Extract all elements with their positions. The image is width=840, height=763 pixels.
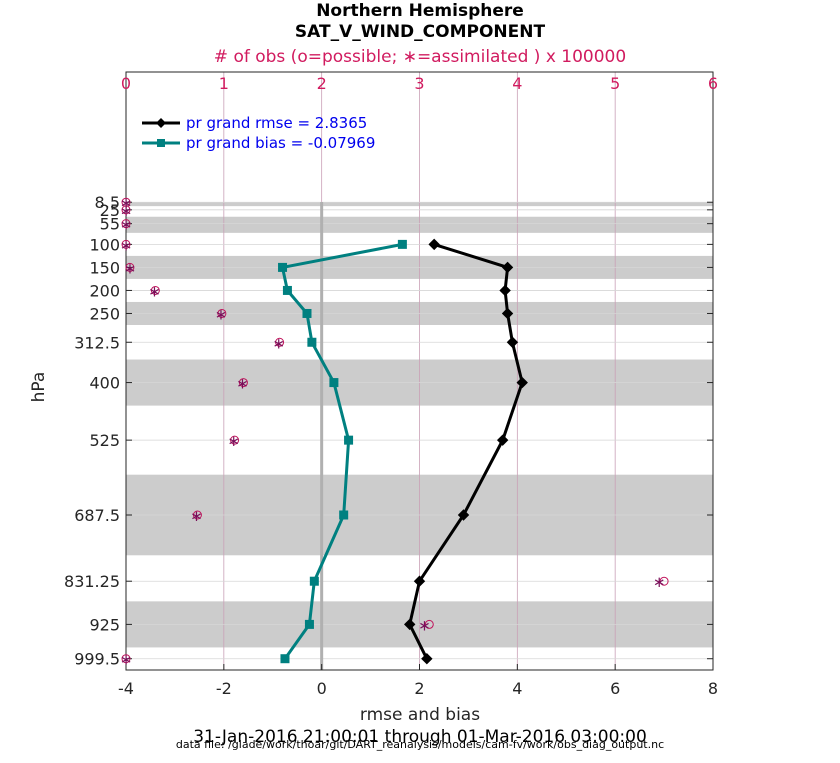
obs-possible-marker [230, 435, 240, 445]
top-x-tick-label: 5 [610, 74, 620, 93]
obs-assimilated-marker: ∗ [418, 616, 431, 634]
y-tick-label: 100 [89, 235, 120, 254]
top-x-tick-label: 1 [219, 74, 229, 93]
chart-title: Northern Hemisphere [316, 1, 524, 21]
series-point-1 [304, 619, 314, 629]
obs-assimilated-marker: ∗ [227, 432, 240, 450]
x-tick-label: -2 [216, 679, 232, 698]
series-point-0 [421, 653, 433, 665]
y-tick-label: 831.25 [64, 572, 120, 591]
series-point-1 [302, 308, 312, 318]
series-point-1 [307, 337, 317, 347]
obs-assimilated-marker: ∗ [124, 259, 137, 277]
series-point-1 [397, 239, 407, 249]
y-tick-label: 8.5 [95, 193, 120, 212]
chart-subtitle: SAT_V_WIND_COMPONENT [295, 22, 546, 42]
series-point-0 [499, 284, 511, 297]
series-point-1 [278, 262, 288, 272]
obs-possible-marker [121, 205, 131, 215]
obs-assimilated-marker: ∗ [120, 216, 133, 234]
obs-possible-marker [192, 510, 202, 520]
series-point-1 [280, 654, 290, 664]
series-point-0 [501, 261, 514, 274]
x-tick-label: 6 [610, 679, 620, 698]
obs-possible-marker [121, 219, 131, 229]
obs-possible-marker [238, 378, 248, 388]
series-point-0 [413, 575, 426, 587]
y-tick-label: 525 [89, 431, 120, 450]
legend-marker-rmse [156, 118, 166, 128]
obs-assimilated-marker: ∗ [272, 334, 285, 352]
series-point-1 [329, 378, 339, 388]
series-point-1 [282, 285, 292, 295]
obs-possible-marker [121, 654, 131, 664]
y-tick-label: 25 [100, 201, 120, 220]
y-tick-label: 250 [89, 304, 120, 323]
series-point-0 [506, 336, 519, 348]
series-point-0 [404, 618, 416, 631]
y-tick-label: 999.5 [74, 650, 120, 669]
obs-possible-marker [217, 308, 227, 318]
top-axis-label: # of obs (o=possible; ∗=assimilated ) x … [214, 47, 626, 67]
y-tick-label: 400 [89, 374, 120, 393]
obs-assimilated-marker: ∗ [653, 573, 666, 591]
obs-assimilated-marker: ∗ [148, 282, 161, 300]
obs-assimilated-marker: ∗ [236, 375, 249, 393]
legend-label-bias: pr grand bias = -0.07969 [186, 134, 375, 152]
top-x-tick-label: 0 [121, 74, 131, 93]
x-tick-label: 2 [414, 679, 424, 698]
top-x-tick-label: 4 [512, 74, 522, 93]
legend-label-rmse: pr grand rmse = 2.8365 [186, 114, 367, 132]
series-point-1 [309, 576, 319, 586]
series-point-0 [428, 238, 440, 251]
top-x-tick-label: 3 [414, 74, 424, 93]
series-point-0 [457, 509, 470, 521]
data-file-path: data file: /glade/work/thoar/git/DART_re… [176, 738, 664, 751]
obs-possible-marker [125, 262, 135, 272]
date-range: 31-Jan-2016 21:00:01 through 01-Mar-2016… [193, 727, 647, 747]
series-point-1 [344, 435, 354, 445]
obs-assimilated-marker: ∗ [120, 651, 133, 669]
x-tick-label: 4 [512, 679, 522, 698]
obs-possible-marker [424, 619, 434, 629]
obs-assimilated-marker: ∗ [120, 236, 133, 254]
x-axis-label: rmse and bias [360, 705, 480, 725]
obs-possible-marker [150, 285, 160, 295]
legend-marker-bias [157, 139, 165, 147]
top-x-tick-label: 6 [708, 74, 718, 93]
obs-assimilated-marker: ∗ [215, 305, 228, 323]
obs-assimilated-marker: ∗ [190, 507, 203, 525]
y-tick-label: 687.5 [74, 506, 120, 525]
y-tick-label: 312.5 [74, 333, 120, 352]
y-tick-label: 925 [89, 615, 120, 634]
obs-possible-marker [659, 576, 669, 586]
y-tick-label: 150 [89, 258, 120, 277]
series-point-0 [496, 434, 509, 446]
obs-possible-marker [121, 239, 131, 249]
obs-assimilated-marker: ∗ [120, 194, 133, 212]
series-point-1 [339, 510, 349, 520]
x-tick-label: -4 [118, 679, 134, 698]
x-tick-label: 8 [708, 679, 718, 698]
y-tick-label: 55 [100, 215, 120, 234]
obs-possible-marker [275, 337, 285, 347]
y-axis-label: hPa [29, 372, 49, 403]
x-tick-label: 0 [317, 679, 327, 698]
series-point-0 [516, 376, 528, 389]
series-point-0 [501, 307, 514, 320]
obs-assimilated-marker: ∗ [120, 202, 133, 220]
y-tick-label: 200 [89, 281, 120, 300]
top-x-tick-label: 2 [317, 74, 327, 93]
